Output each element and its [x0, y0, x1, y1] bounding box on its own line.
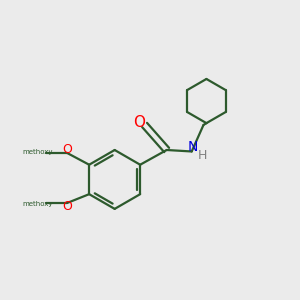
- Text: O: O: [62, 143, 72, 156]
- Text: O: O: [62, 200, 72, 213]
- Text: methoxy: methoxy: [22, 149, 53, 155]
- Text: methoxy: methoxy: [22, 201, 53, 207]
- Text: N: N: [188, 140, 198, 154]
- Text: O: O: [133, 115, 145, 130]
- Text: H: H: [197, 148, 207, 161]
